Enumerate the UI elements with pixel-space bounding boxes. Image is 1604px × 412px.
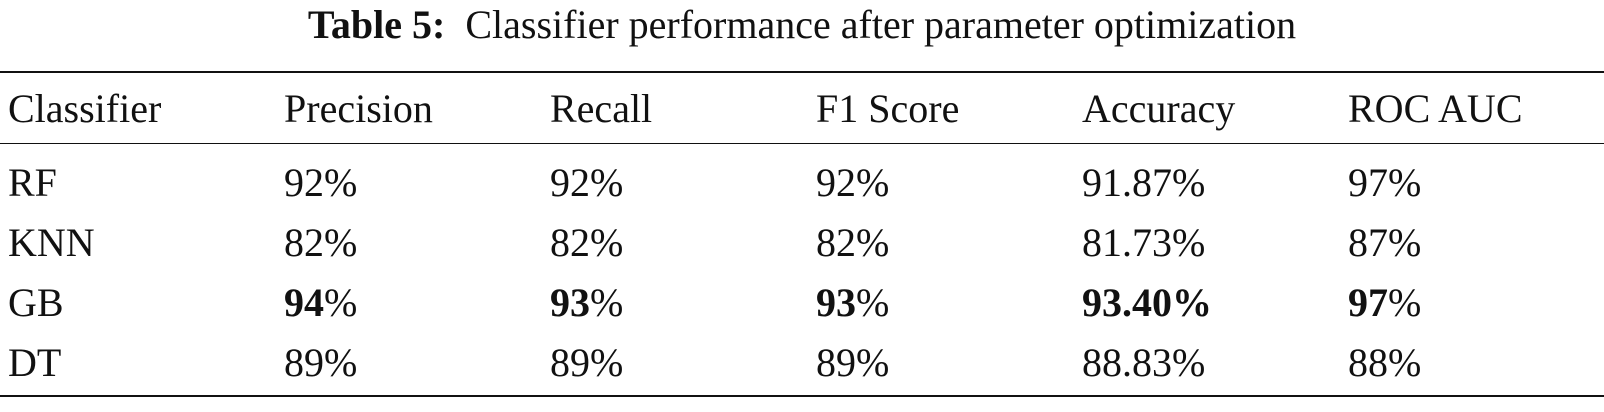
table-header-row: Classifier Precision Recall F1 Score Acc…	[0, 79, 1604, 139]
cell-precision: 82%	[284, 213, 357, 273]
cell-roc-auc: 87%	[1348, 213, 1421, 273]
table-bottom-rule	[0, 395, 1604, 397]
cell-value: 89	[284, 340, 324, 385]
table-row-best: GB 94% 93% 93% 93.40% 97%	[0, 273, 1604, 333]
cell-unit: %	[590, 340, 624, 385]
cell-value: 92	[550, 160, 590, 205]
cell-value: 93	[550, 280, 590, 325]
cell-unit: %	[324, 160, 358, 205]
cell-unit: %	[856, 160, 890, 205]
cell-recall: 89%	[550, 333, 623, 393]
cell-precision: 89%	[284, 333, 357, 393]
table-caption-label: Table 5:	[307, 2, 446, 47]
cell-unit: %	[856, 340, 890, 385]
cell-unit: %	[590, 220, 624, 265]
cell-classifier: DT	[8, 340, 62, 385]
cell-recall: 93%	[550, 273, 623, 333]
cell-value: 89	[816, 340, 856, 385]
cell-f1-score: 93%	[816, 273, 889, 333]
cell-unit: %	[324, 340, 358, 385]
cell-value: 97	[1348, 280, 1388, 325]
cell-classifier: GB	[8, 280, 64, 325]
cell-value: 93	[816, 280, 856, 325]
cell-value: 89	[550, 340, 590, 385]
cell-value: 97	[1348, 160, 1388, 205]
cell-value: 87	[1348, 220, 1388, 265]
cell-accuracy: 81.73%	[1082, 213, 1205, 273]
cell-recall: 92%	[550, 153, 623, 213]
cell-value: 82	[550, 220, 590, 265]
cell-unit: %	[324, 280, 358, 325]
cell-value: 92	[816, 160, 856, 205]
cell-roc-auc: 88%	[1348, 333, 1421, 393]
cell-value: 92	[284, 160, 324, 205]
cell-value: 88	[1348, 340, 1388, 385]
cell-unit: %	[1172, 340, 1206, 385]
cell-precision: 92%	[284, 153, 357, 213]
cell-accuracy: 93.40%	[1082, 273, 1212, 333]
cell-roc-auc: 97%	[1348, 153, 1421, 213]
cell-unit: %	[1388, 340, 1422, 385]
cell-unit: %	[856, 220, 890, 265]
cell-unit: %	[590, 280, 624, 325]
cell-classifier: RF	[8, 160, 57, 205]
cell-value: 82	[284, 220, 324, 265]
header-recall: Recall	[550, 86, 653, 131]
table-top-rule	[0, 71, 1604, 73]
table-row: DT 89% 89% 89% 88.83% 88%	[0, 333, 1604, 393]
cell-unit: %	[324, 220, 358, 265]
cell-value: 82	[816, 220, 856, 265]
cell-accuracy: 88.83%	[1082, 333, 1205, 393]
cell-value: 88.83	[1082, 340, 1172, 385]
cell-value: 94	[284, 280, 324, 325]
cell-unit: %	[1388, 280, 1422, 325]
cell-recall: 82%	[550, 213, 623, 273]
cell-unit: %	[1388, 160, 1422, 205]
header-roc-auc: ROC AUC	[1348, 86, 1523, 131]
cell-accuracy: 91.87%	[1082, 153, 1205, 213]
cell-value: 91.87	[1082, 160, 1172, 205]
table-caption: Table 5: Classifier performance after pa…	[0, 2, 1604, 48]
cell-f1-score: 89%	[816, 333, 889, 393]
header-accuracy: Accuracy	[1082, 86, 1236, 131]
cell-f1-score: 82%	[816, 213, 889, 273]
cell-f1-score: 92%	[816, 153, 889, 213]
cell-unit: %	[590, 160, 624, 205]
table-header-rule	[0, 143, 1604, 144]
header-f1-score: F1 Score	[816, 86, 960, 131]
cell-precision: 94%	[284, 273, 357, 333]
cell-unit: %	[1388, 220, 1422, 265]
table-row: KNN 82% 82% 82% 81.73% 87%	[0, 213, 1604, 273]
table-caption-text: Classifier performance after parameter o…	[465, 2, 1297, 47]
cell-roc-auc: 97%	[1348, 273, 1421, 333]
cell-classifier: KNN	[8, 220, 95, 265]
cell-unit: %	[856, 280, 890, 325]
cell-value: 81.73	[1082, 220, 1172, 265]
header-precision: Precision	[284, 86, 433, 131]
cell-unit: %	[1172, 160, 1206, 205]
header-classifier: Classifier	[8, 86, 162, 131]
cell-unit: %	[1172, 220, 1206, 265]
cell-value: 93.40%	[1082, 280, 1212, 325]
table-row: RF 92% 92% 92% 91.87% 97%	[0, 153, 1604, 213]
